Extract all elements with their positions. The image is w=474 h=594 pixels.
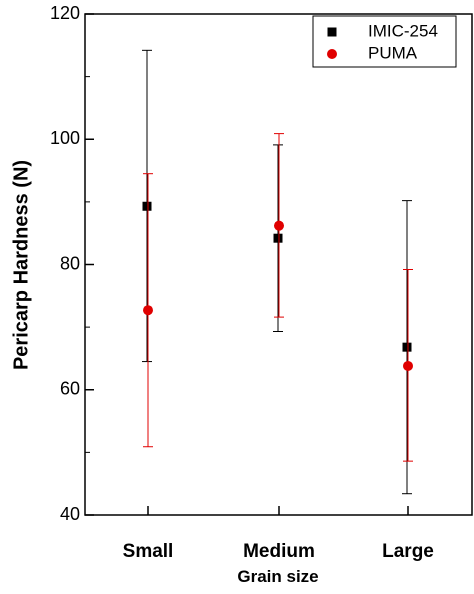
y-axis-title: Pericarp Hardness (N) — [10, 160, 32, 370]
legend-marker-square — [327, 27, 337, 37]
legend-marker-circle — [327, 49, 337, 59]
y-tick-label: 40 — [60, 504, 80, 524]
data-point-square — [402, 342, 412, 352]
series-puma — [143, 133, 413, 462]
y-tick-label: 120 — [50, 3, 80, 23]
data-point-circle — [143, 305, 153, 316]
data-point-square — [142, 201, 152, 211]
series-layer — [142, 49, 413, 495]
x-tick-label: Small — [123, 541, 174, 562]
legend: IMIC-254 PUMA — [312, 15, 457, 68]
legend-box — [312, 15, 457, 68]
x-axis-title: Grain size — [237, 567, 318, 586]
y-tick-label: 100 — [50, 128, 80, 148]
data-point-square — [273, 233, 283, 243]
x-axis: Small Medium Large — [123, 506, 434, 562]
y-tick-label: 80 — [60, 253, 80, 273]
y-tick-label: 60 — [60, 379, 80, 399]
x-tick-label: Medium — [243, 541, 315, 562]
y-axis: 40 60 80 100 120 — [50, 3, 94, 524]
data-point-circle — [274, 220, 284, 231]
legend-label: PUMA — [368, 43, 418, 62]
legend-label: IMIC-254 — [368, 21, 438, 40]
data-point-circle — [403, 360, 413, 371]
series-imic-254 — [142, 49, 412, 495]
x-tick-label: Large — [382, 541, 434, 562]
